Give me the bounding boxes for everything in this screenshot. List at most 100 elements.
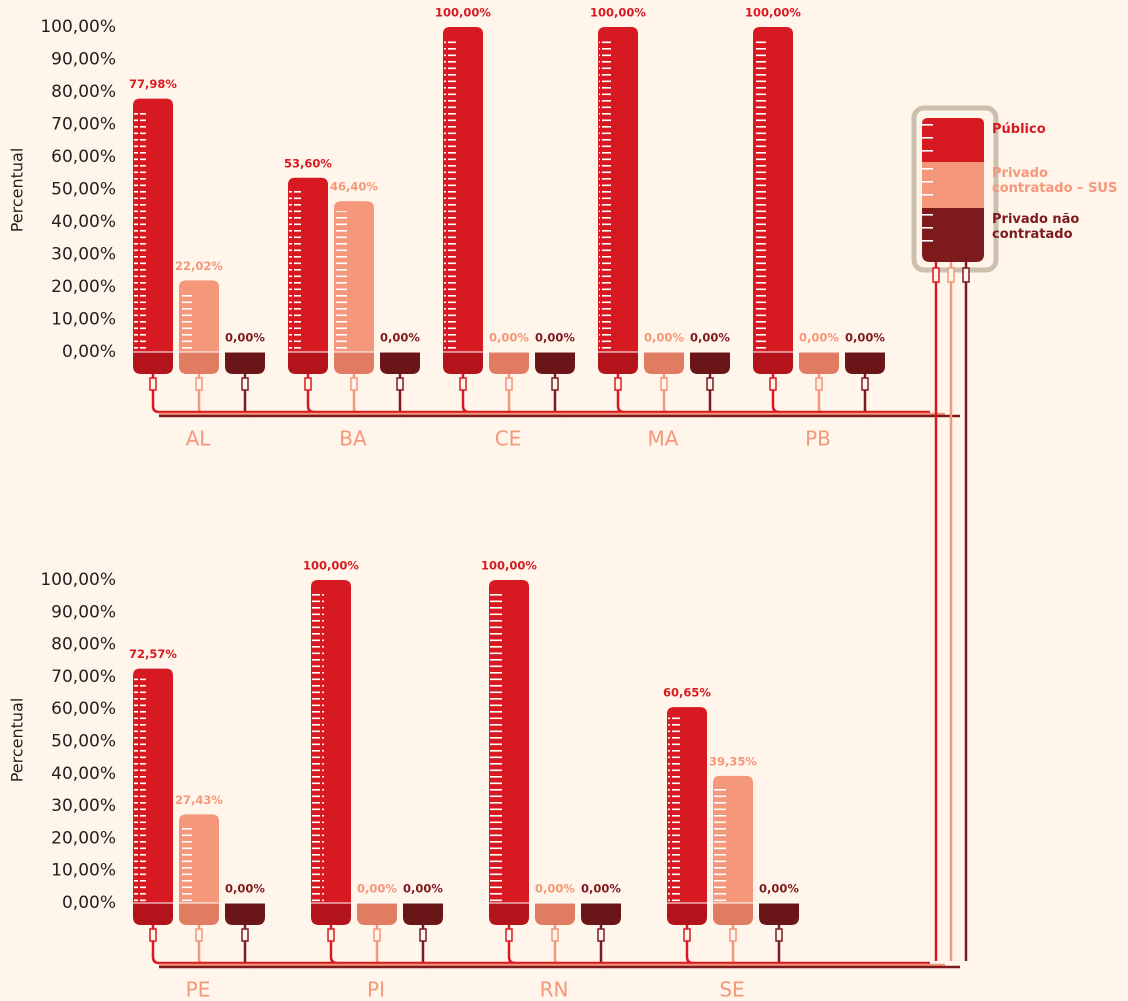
legend-label: Privado não contratado [992, 212, 1080, 242]
value-label: 0,00% [403, 882, 443, 896]
bag-base [845, 352, 885, 374]
tube-connector [327, 928, 335, 942]
legend-entry: Privado contratado – SUS [992, 166, 1118, 196]
tube-connector [861, 377, 869, 391]
value-label: 100,00% [590, 6, 646, 20]
value-label: 0,00% [535, 882, 575, 896]
bag-base [535, 352, 575, 374]
bag-base [535, 903, 575, 925]
value-label: 0,00% [690, 331, 730, 345]
y-tick-label: 70,00% [51, 667, 116, 687]
bar-scale [335, 211, 347, 352]
y-tick-label: 0,00% [62, 342, 116, 362]
legend-hash [922, 168, 933, 170]
bag-base [489, 352, 529, 374]
bar-scale [668, 717, 680, 903]
legend-label: Privado contratado – SUS [992, 166, 1118, 196]
value-label: 0,00% [581, 882, 621, 896]
value-label: 0,00% [380, 331, 420, 345]
value-label: 0,00% [225, 882, 265, 896]
value-label: 39,35% [709, 754, 757, 768]
bag-base [581, 903, 621, 925]
x-tick-label: SE [719, 978, 744, 1001]
value-label: 27,43% [175, 793, 223, 807]
bag-base [667, 903, 707, 925]
value-label: 0,00% [644, 331, 684, 345]
tube-connector [706, 377, 714, 391]
tube-connector [350, 377, 358, 391]
tube-connector [551, 377, 559, 391]
tube [151, 372, 160, 414]
y-tick-label: 90,00% [51, 50, 116, 70]
value-label: 22,02% [175, 259, 223, 273]
tube-connector [304, 377, 312, 391]
bar-scale [599, 37, 611, 352]
legend-hash [922, 194, 933, 196]
tube-connector [614, 377, 622, 391]
legend-entry: Público [992, 122, 1046, 137]
bag-base [598, 352, 638, 374]
value-label: 100,00% [481, 559, 537, 573]
tube-connector [195, 928, 203, 942]
x-tick-label: CE [495, 427, 522, 451]
bar-scale [714, 785, 726, 903]
bar-scale [490, 590, 502, 903]
tube-connector [932, 267, 940, 283]
legend-hash [922, 150, 933, 152]
y-tick-label: 80,00% [51, 635, 116, 655]
bar-scale [134, 678, 146, 903]
bag-base [690, 352, 730, 374]
legend-hash [922, 137, 933, 139]
bag-base [225, 352, 265, 374]
legend-hash [922, 240, 933, 242]
bar-scale [180, 824, 192, 903]
bag-base [179, 903, 219, 925]
x-tick-label: RN [540, 978, 569, 1001]
y-tick-label: 60,00% [51, 699, 116, 719]
value-label: 0,00% [225, 331, 265, 345]
bag-base [334, 352, 374, 374]
bag-base [225, 903, 265, 925]
bar-scale [289, 187, 301, 352]
legend-hash [922, 124, 933, 126]
tube-connector [815, 377, 823, 391]
tube-connector [947, 267, 955, 283]
tube-connector [459, 377, 467, 391]
y-tick-label: 10,00% [51, 861, 116, 881]
tube-connector [195, 377, 203, 391]
tube-connector [962, 267, 970, 283]
legend-swatch [922, 208, 984, 250]
value-label: 100,00% [435, 6, 491, 20]
bag-base [644, 352, 684, 374]
tube-connector [149, 377, 157, 391]
value-label: 60,65% [663, 686, 711, 700]
value-label: 77,98% [129, 77, 177, 91]
bag-base [753, 352, 793, 374]
tube-connector [729, 928, 737, 942]
legend-hash [922, 214, 933, 216]
tube-connector [241, 377, 249, 391]
y-tick-label: 30,00% [51, 796, 116, 816]
tube-connector [660, 377, 668, 391]
bar-scale [134, 108, 146, 352]
bag-base [380, 352, 420, 374]
tube-connector [149, 928, 157, 942]
tube-connector [775, 928, 783, 942]
bar-scale [444, 37, 456, 352]
value-label: 0,00% [845, 331, 885, 345]
legend-hash [922, 181, 933, 183]
y-tick-label: 20,00% [51, 277, 116, 297]
y-tick-label: 30,00% [51, 245, 116, 265]
bag-base [357, 903, 397, 925]
bag-base [133, 352, 173, 374]
bar-scale [754, 37, 766, 352]
bag-base [443, 352, 483, 374]
value-label: 53,60% [284, 156, 332, 170]
tube-connector [396, 377, 404, 391]
tube-connector [505, 928, 513, 942]
tube-connector [505, 377, 513, 391]
y-tick-label: 100,00% [40, 570, 116, 590]
legend-swatch [922, 162, 984, 208]
